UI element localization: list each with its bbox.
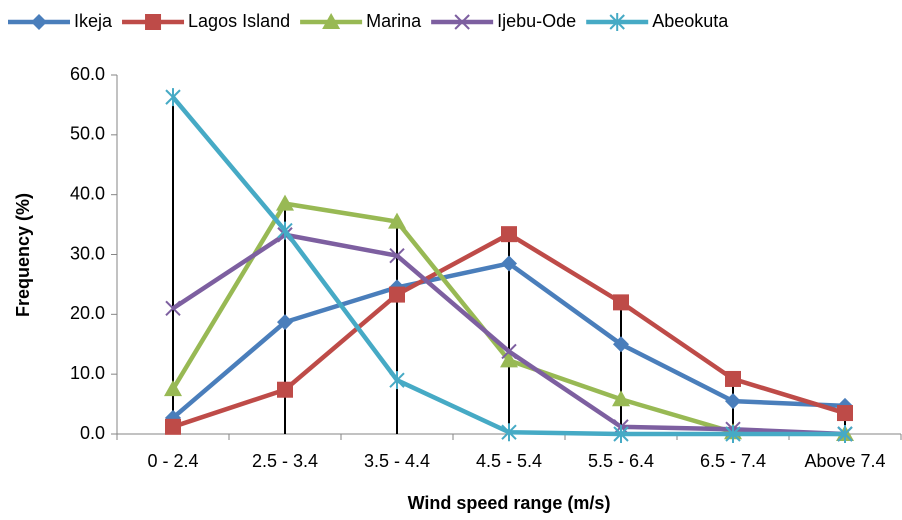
- point: [501, 255, 517, 272]
- x-tick-label: 0 - 2.4: [147, 451, 198, 471]
- point: [613, 336, 629, 353]
- x-tick-label: 2.5 - 3.4: [252, 451, 318, 471]
- series: [165, 226, 853, 435]
- marker: [609, 13, 625, 31]
- series: [165, 88, 853, 443]
- point: [164, 380, 182, 397]
- y-tick-label: 50.0: [70, 124, 105, 144]
- marker: [454, 14, 470, 30]
- point: [613, 294, 629, 311]
- marker: [322, 13, 341, 29]
- point: [165, 300, 181, 317]
- y-tick-label: 30.0: [70, 243, 105, 263]
- x-tick-label: Above 7.4: [804, 451, 885, 471]
- y-tick-label: 20.0: [70, 303, 105, 323]
- point: [277, 314, 293, 331]
- y-tick-label: 10.0: [70, 363, 105, 383]
- legend-label: Ijebu-Ode: [497, 11, 576, 31]
- marker: [31, 14, 47, 30]
- x-tick-label: 4.5 - 5.4: [476, 451, 542, 471]
- point: [613, 425, 629, 443]
- point: [277, 221, 293, 240]
- legend-item: Lagos Island: [122, 11, 290, 31]
- legend-item: Ikeja: [8, 11, 113, 31]
- point: [501, 226, 517, 243]
- point: [725, 393, 741, 410]
- point: [725, 425, 741, 443]
- x-tick-label: 6.5 - 7.4: [700, 451, 766, 471]
- x-axis-title: Wind speed range (m/s): [408, 493, 611, 513]
- point: [389, 371, 405, 390]
- legend-label: Lagos Island: [188, 11, 290, 31]
- legend-label: Ikeja: [74, 11, 113, 31]
- legend-item: Abeokuta: [586, 11, 729, 31]
- marker: [145, 14, 162, 30]
- point: [276, 194, 294, 211]
- x-tick-label: 5.5 - 6.4: [588, 451, 654, 471]
- point: [612, 390, 630, 407]
- legend-label: Marina: [366, 11, 422, 31]
- legend-label: Abeokuta: [652, 11, 729, 31]
- legend-item: Ijebu-Ode: [431, 11, 576, 31]
- y-tick-label: 0.0: [80, 423, 105, 443]
- point: [837, 405, 853, 422]
- point: [388, 212, 406, 229]
- point: [389, 286, 405, 303]
- point: [277, 381, 293, 398]
- y-axis-title: Frequency (%): [13, 193, 33, 317]
- point: [389, 247, 405, 264]
- point: [501, 423, 517, 442]
- point: [837, 425, 853, 443]
- point: [165, 418, 181, 435]
- point: [165, 88, 181, 107]
- legend-item: Marina: [300, 11, 422, 31]
- x-tick-label: 3.5 - 4.4: [364, 451, 430, 471]
- point: [500, 351, 518, 368]
- y-tick-label: 40.0: [70, 183, 105, 203]
- point: [725, 370, 741, 387]
- point: [501, 343, 517, 360]
- y-tick-label: 60.0: [70, 64, 105, 84]
